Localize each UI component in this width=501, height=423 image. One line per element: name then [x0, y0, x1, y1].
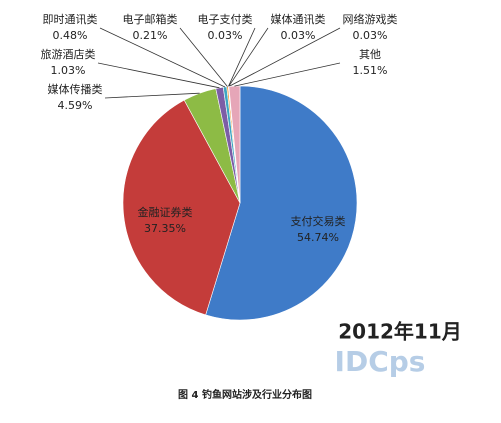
slice-label: 电子邮箱类	[123, 12, 178, 26]
watermark: IDCps	[335, 345, 426, 378]
slice-label: 支付交易类	[291, 214, 346, 228]
caption: 图 4 钓鱼网站涉及行业分布图	[178, 388, 312, 401]
slice-label: 旅游酒店类	[41, 47, 96, 61]
value-label: 4.59%	[58, 99, 93, 112]
slice-label: 其他	[359, 48, 381, 61]
slice-label: 即时通讯类	[43, 12, 98, 26]
value-label: 37.35%	[144, 222, 186, 235]
pie-slice	[122, 99, 241, 316]
leader-line	[97, 62, 220, 89]
slice-label: 网络游戏类	[343, 12, 398, 26]
value-label: 0.03%	[353, 29, 388, 42]
slice-label: 媒体传播类	[48, 82, 103, 96]
value-label: 0.48%	[53, 29, 88, 42]
date-note: 2012年11月	[338, 320, 462, 344]
value-label: 54.74%	[297, 231, 339, 244]
leader-line	[104, 92, 200, 99]
value-label: 0.03%	[281, 29, 316, 42]
pie-slice	[205, 85, 358, 321]
slice-label: 金融证券类	[138, 205, 193, 219]
leader-line	[228, 27, 256, 87]
slice-label: 媒体通讯类	[271, 12, 326, 26]
value-label: 0.03%	[208, 29, 243, 42]
leader-line	[99, 27, 226, 88]
slice-label: 电子支付类	[198, 12, 253, 26]
leader-line	[179, 27, 228, 87]
pie-slice	[228, 85, 241, 204]
leader-line	[228, 27, 269, 87]
value-label: 1.51%	[353, 64, 388, 77]
leader-line	[228, 27, 341, 87]
leader-line	[234, 62, 341, 87]
value-label: 1.03%	[51, 64, 86, 77]
value-label: 0.21%	[133, 29, 168, 42]
